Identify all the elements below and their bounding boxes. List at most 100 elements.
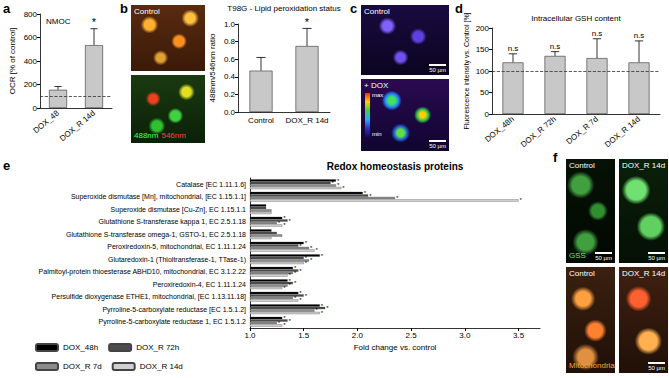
svg-text:*: * <box>289 282 292 288</box>
svg-text:*: * <box>321 303 324 309</box>
svg-text:n.s: n.s <box>634 31 645 40</box>
svg-text:Control: Control <box>248 116 274 125</box>
svg-text:Glutathione S-transferase omeg: Glutathione S-transferase omega-1, GSTO-… <box>66 231 246 239</box>
svg-text:*: * <box>289 218 292 224</box>
svg-text:*: * <box>299 268 302 274</box>
svg-text:*: * <box>310 257 313 263</box>
svg-text:NMOC: NMOC <box>46 17 71 26</box>
svg-text:Superoxide dismutase [Mn], mit: Superoxide dismutase [Mn], mitochondrial… <box>71 193 246 201</box>
svg-text:*: * <box>310 245 313 251</box>
svg-text:Pyrroline-5-carboxylate reduct: Pyrroline-5-carboxylate reductase 1, EC … <box>99 318 247 326</box>
svg-text:DOX_R 72h: DOX_R 72h <box>519 115 558 150</box>
svg-text:150: 150 <box>476 45 490 54</box>
svg-text:DOX_R 7d: DOX_R 7d <box>63 362 102 371</box>
html-text:488nm 546nm: 488nm 546nm <box>134 131 186 140</box>
svg-text:T98G - Lipid peroxidation stat: T98G - Lipid peroxidation status <box>227 4 340 13</box>
svg-text:DOX_48h: DOX_48h <box>63 343 98 352</box>
svg-text:n.s: n.s <box>592 29 603 38</box>
svg-text:*: * <box>342 185 345 191</box>
svg-text:*: * <box>294 280 297 286</box>
svg-text:*: * <box>294 295 297 301</box>
svg-text:*: * <box>299 243 302 249</box>
svg-text:200: 200 <box>24 80 38 89</box>
svg-text:n.s: n.s <box>550 42 561 51</box>
svg-text:*: * <box>283 285 286 291</box>
svg-text:*: * <box>299 297 302 303</box>
svg-text:*: * <box>364 190 367 196</box>
svg-text:0.4: 0.4 <box>224 72 236 81</box>
html-text:+ DOX: + DOX <box>364 81 389 90</box>
svg-text:DOX_R 7d: DOX_R 7d <box>564 115 599 147</box>
svg-text:Redox homeostasis proteins: Redox homeostasis proteins <box>327 161 464 172</box>
svg-text:*: * <box>283 215 286 221</box>
svg-text:0: 0 <box>485 110 490 119</box>
svg-text:Glutathione S-transferase kapp: Glutathione S-transferase kappa 1, EC 2.… <box>99 218 247 226</box>
svg-text:*: * <box>321 310 324 316</box>
svg-text:*: * <box>283 315 286 321</box>
svg-text:DOX_R 14d: DOX_R 14d <box>58 109 97 144</box>
svg-text:DOX_48h: DOX_48h <box>483 115 516 144</box>
svg-text:*: * <box>332 180 335 186</box>
svg-text:Glutaredoxin-1 (Thioltransfera: Glutaredoxin-1 (Thioltransferase-1, TTas… <box>108 256 246 264</box>
svg-text:Superoxide dismutase [Cu-Zn],: Superoxide dismutase [Cu-Zn], EC 1.15.1.… <box>111 206 247 214</box>
svg-text:*: * <box>396 195 399 201</box>
svg-text:*: * <box>305 16 310 28</box>
svg-text:400: 400 <box>24 57 38 66</box>
svg-text:*: * <box>283 322 286 328</box>
svg-text:0: 0 <box>33 104 38 113</box>
svg-text:0.2: 0.2 <box>224 90 236 99</box>
svg-text:0.8: 0.8 <box>224 37 236 46</box>
svg-text:Persulfide dioxygenase ETHE1,: Persulfide dioxygenase ETHE1, mitochondr… <box>52 293 246 301</box>
svg-text:3.0: 3.0 <box>459 331 471 340</box>
svg-text:2.0: 2.0 <box>352 331 364 340</box>
svg-text:*: * <box>278 220 281 226</box>
svg-text:DOX_R 72h: DOX_R 72h <box>136 343 179 352</box>
svg-text:1.5: 1.5 <box>298 331 310 340</box>
svg-text:Peroxiredoxin-5, mitochondrial: Peroxiredoxin-5, mitochondrial, EC 1.11.… <box>107 243 246 250</box>
svg-text:*: * <box>289 318 292 324</box>
svg-text:0.0: 0.0 <box>224 108 236 117</box>
svg-text:50: 50 <box>480 88 489 97</box>
svg-text:1.0: 1.0 <box>224 20 236 29</box>
svg-text:*: * <box>321 253 324 259</box>
svg-text:*: * <box>305 260 308 266</box>
svg-text:*: * <box>315 247 318 253</box>
svg-text:800: 800 <box>24 10 38 19</box>
svg-text:Fluorescence intensity vs. Con: Fluorescence intensity vs. Control [%] <box>463 12 471 129</box>
svg-text:DOX_R 14d: DOX_R 14d <box>603 115 642 150</box>
svg-text:Peroxiredoxin-4, EC 1.11.1.24: Peroxiredoxin-4, EC 1.11.1.24 <box>153 281 246 288</box>
svg-text:Catalase [EC 1.11.1.6]: Catalase [EC 1.11.1.6] <box>176 181 246 189</box>
svg-text:*: * <box>278 320 281 326</box>
svg-text:DOX_R 14d: DOX_R 14d <box>140 362 183 371</box>
svg-text:0.6: 0.6 <box>224 55 236 64</box>
html-text:Control: Control <box>364 7 390 16</box>
svg-text:Fold change vs. control: Fold change vs. control <box>354 343 437 352</box>
svg-text:*: * <box>299 290 302 296</box>
svg-text:3.5: 3.5 <box>513 331 525 340</box>
svg-text:*: * <box>520 197 523 203</box>
svg-text:*: * <box>315 307 318 313</box>
svg-text:*: * <box>305 293 308 299</box>
svg-text:*: * <box>305 240 308 246</box>
html-text:Control: Control <box>134 7 160 16</box>
svg-text:*: * <box>283 222 286 228</box>
svg-text:*: * <box>369 193 372 199</box>
svg-text:Intracellular GSH content: Intracellular GSH content <box>531 14 621 23</box>
svg-text:DOX_R 14d: DOX_R 14d <box>285 116 328 125</box>
svg-text:*: * <box>289 272 292 278</box>
svg-text:488nm/546nm ratio: 488nm/546nm ratio <box>208 33 217 102</box>
svg-text:DOX_48: DOX_48 <box>32 108 62 135</box>
svg-text:600: 600 <box>24 33 38 42</box>
svg-text:Pyrroline-5-carboxylate reduct: Pyrroline-5-carboxylate reductase [EC 1.… <box>102 306 246 314</box>
svg-text:2.5: 2.5 <box>406 331 418 340</box>
svg-text:1.0: 1.0 <box>244 331 256 340</box>
svg-text:n.s: n.s <box>508 44 519 53</box>
svg-text:*: * <box>294 270 297 276</box>
svg-text:OCR [% of control]: OCR [% of control] <box>8 28 17 95</box>
svg-text:Palmitoyl-protein thioesterase: Palmitoyl-protein thioesterase ABHD10, m… <box>39 268 246 276</box>
svg-text:*: * <box>326 305 329 311</box>
svg-text:*: * <box>337 182 340 188</box>
svg-text:*: * <box>92 16 97 28</box>
svg-text:100: 100 <box>476 67 490 76</box>
svg-text:200: 200 <box>476 24 490 33</box>
